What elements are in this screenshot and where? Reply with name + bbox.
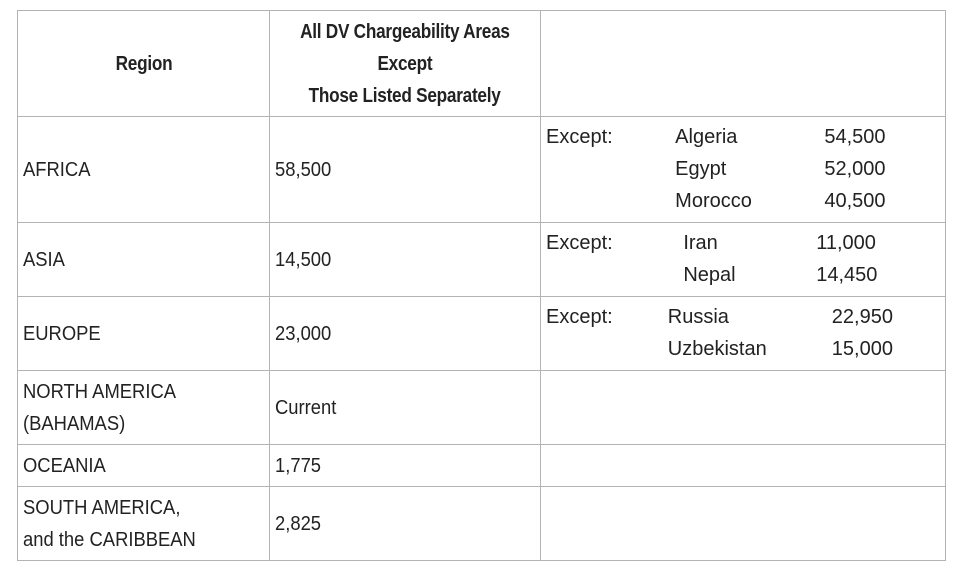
value-label: Current xyxy=(275,396,337,419)
exceptions-cell xyxy=(540,370,946,445)
except-value: 11,000 xyxy=(816,232,876,254)
value-cell: 1,775 xyxy=(269,444,541,487)
except-value: 40,500 xyxy=(824,190,886,212)
table-row: AFRICA 58,500 Except: Algeria 54,500 Egy… xyxy=(17,116,946,223)
except-country: Egypt xyxy=(675,158,727,180)
table-row: NORTH AMERICA (BAHAMAS) Current xyxy=(17,370,946,445)
region-cell: SOUTH AMERICA, and the CARIBBEAN xyxy=(17,486,270,561)
except-prefix: Except: xyxy=(546,306,613,328)
header-region: Region xyxy=(17,10,270,117)
exceptions-cell: Except: Russia 22,950 Uzbekistan 15,000 xyxy=(540,296,946,371)
exceptions-cell xyxy=(540,444,946,487)
except-value: 15,000 xyxy=(831,338,893,360)
except-prefix xyxy=(546,259,683,291)
region-label: ASIA xyxy=(23,248,65,271)
region-label: EUROPE xyxy=(23,322,101,345)
region-cell: NORTH AMERICA (BAHAMAS) xyxy=(17,370,270,445)
exceptions-cell: Except: Iran 11,000 Nepal 14,450 xyxy=(540,222,946,297)
header-row: Region All DV Chargeability Areas Except… xyxy=(17,10,946,117)
exceptions-cell xyxy=(540,486,946,561)
header-exceptions xyxy=(540,10,946,117)
dv-chargeability-table: Region All DV Chargeability Areas Except… xyxy=(17,10,946,561)
value-label: 58,500 xyxy=(275,158,332,181)
except-prefix xyxy=(546,333,668,365)
value-cell: Current xyxy=(269,370,541,445)
value-label: 2,825 xyxy=(275,512,322,535)
value-label: 1,775 xyxy=(275,454,322,477)
header-all-areas: All DV Chargeability Areas Except Those … xyxy=(269,10,541,117)
except-prefix xyxy=(546,153,675,185)
except-country: Iran xyxy=(683,232,718,254)
exceptions-list: Except: Russia 22,950 Uzbekistan 15,000 xyxy=(546,301,940,365)
except-country: Algeria xyxy=(675,126,738,148)
header-all-areas-line2: Except xyxy=(377,52,433,75)
region-label-line2: and the CARIBBEAN xyxy=(23,528,196,551)
header-all-areas-line3: Those Listed Separately xyxy=(309,84,501,107)
table-row: SOUTH AMERICA, and the CARIBBEAN 2,825 xyxy=(17,486,946,561)
region-cell: OCEANIA xyxy=(17,444,270,487)
except-country: Russia xyxy=(667,306,729,328)
exceptions-list: Except: Algeria 54,500 Egypt 52,000 Moro… xyxy=(546,121,940,217)
except-value: 22,950 xyxy=(831,306,893,328)
header-region-label: Region xyxy=(115,52,172,75)
region-label-line2: (BAHAMAS) xyxy=(23,412,126,435)
except-value: 54,500 xyxy=(824,126,886,148)
table-row: EUROPE 23,000 Except: Russia 22,950 Uzbe… xyxy=(17,296,946,371)
exceptions-cell: Except: Algeria 54,500 Egypt 52,000 Moro… xyxy=(540,116,946,223)
except-prefix: Except: xyxy=(546,126,613,148)
region-cell: EUROPE xyxy=(17,296,270,371)
region-label: OCEANIA xyxy=(23,454,106,477)
table-row: OCEANIA 1,775 xyxy=(17,444,946,487)
value-label: 14,500 xyxy=(275,248,332,271)
region-cell: AFRICA xyxy=(17,116,270,223)
except-country: Uzbekistan xyxy=(667,338,767,360)
value-label: 23,000 xyxy=(275,322,332,345)
value-cell: 14,500 xyxy=(269,222,541,297)
value-cell: 58,500 xyxy=(269,116,541,223)
region-cell: ASIA xyxy=(17,222,270,297)
except-country: Morocco xyxy=(675,190,752,212)
region-label: AFRICA xyxy=(23,158,91,181)
except-country: Nepal xyxy=(683,264,736,286)
value-cell: 23,000 xyxy=(269,296,541,371)
exceptions-list: Except: Iran 11,000 Nepal 14,450 xyxy=(546,227,940,291)
except-prefix: Except: xyxy=(546,232,613,254)
table-row: ASIA 14,500 Except: Iran 11,000 Nepal 14… xyxy=(17,222,946,297)
value-cell: 2,825 xyxy=(269,486,541,561)
except-prefix xyxy=(546,185,675,217)
except-value: 14,450 xyxy=(816,264,878,286)
header-all-areas-line1: All DV Chargeability Areas xyxy=(300,20,510,43)
region-label-line1: NORTH AMERICA xyxy=(23,380,177,403)
except-value: 52,000 xyxy=(824,158,886,180)
region-label-line1: SOUTH AMERICA, xyxy=(23,496,181,519)
